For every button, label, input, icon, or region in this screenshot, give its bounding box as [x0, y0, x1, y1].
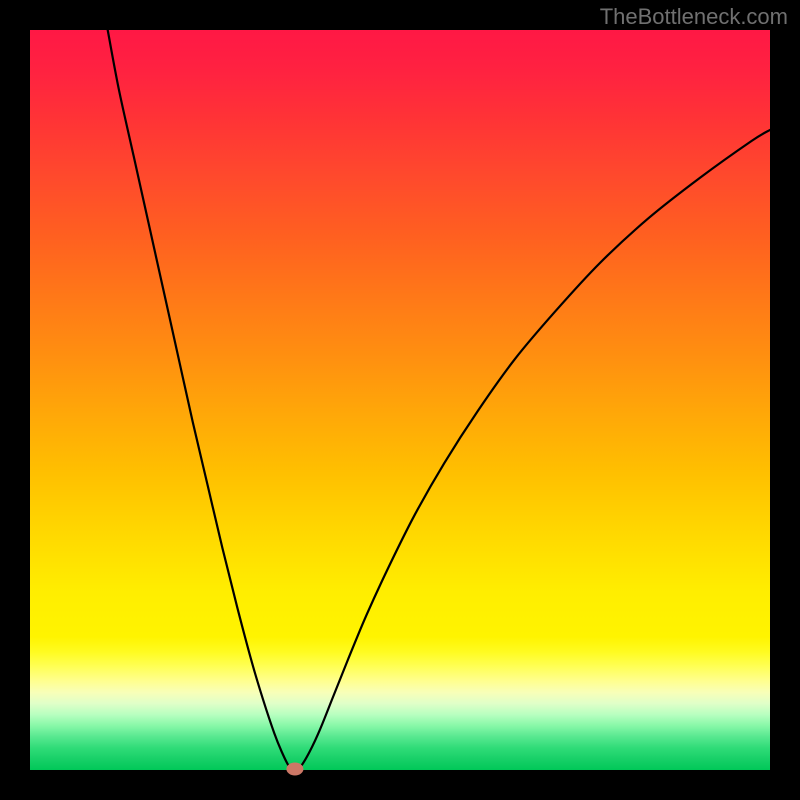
- watermark-text: TheBottleneck.com: [600, 4, 788, 30]
- minimum-marker: [287, 763, 303, 775]
- plot-background-gradient: [30, 30, 770, 770]
- chart-container: TheBottleneck.com: [0, 0, 800, 800]
- bottleneck-chart: [0, 0, 800, 800]
